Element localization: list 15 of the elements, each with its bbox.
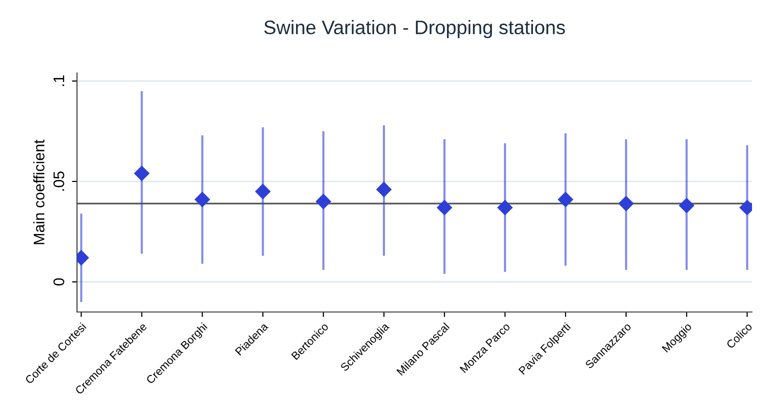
point [376, 182, 392, 198]
point [558, 192, 574, 208]
point [134, 166, 150, 181]
point [316, 194, 331, 210]
point [436, 200, 452, 216]
point [618, 196, 634, 212]
point [194, 192, 210, 208]
chart-title: Swine Variation - Dropping stations [264, 20, 565, 38]
point [497, 200, 513, 216]
y-axis-title: Main coefficient [33, 140, 44, 244]
point [255, 184, 270, 200]
y-tick-label: .1 [54, 75, 64, 86]
y-tick-label: .05 [53, 171, 64, 191]
y-tick-label: 0 [53, 278, 64, 286]
point [679, 198, 694, 214]
